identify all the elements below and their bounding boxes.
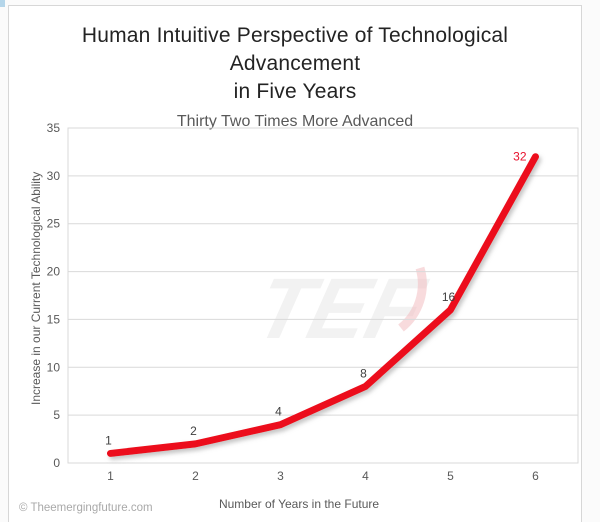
plot-area: TEF 0 5 10 15 20 25 30 35 1 2 3 4 5 6 1 2 4 8 16 32	[47, 121, 579, 483]
data-point-label: 2	[190, 424, 197, 438]
y-tick-label: 30	[47, 169, 61, 183]
y-tick-label: 0	[53, 456, 60, 470]
plot-border	[67, 127, 579, 464]
data-point-label: 32	[513, 150, 527, 164]
copyright-text: © Theemergingfuture.com	[19, 502, 153, 514]
y-tick-label: 10	[47, 360, 61, 374]
chart-title-line-2: in Five Years	[233, 80, 357, 103]
watermark-logo-arc-icon	[398, 266, 427, 332]
y-axis-title: Increase in our Current Technological Ab…	[29, 171, 43, 405]
page-corner-artifact	[0, 0, 5, 7]
y-tick-label: 25	[47, 217, 61, 231]
x-axis-title: Number of Years in the Future	[218, 497, 380, 511]
y-tick-label: 20	[47, 265, 61, 279]
y-tick-label: 15	[47, 312, 61, 326]
data-line	[107, 153, 539, 457]
x-tick-label: 1	[107, 469, 114, 483]
chart-card: Human Intuitive Perspective of Technolog…	[8, 5, 582, 522]
x-tick-label: 6	[532, 469, 539, 483]
x-tick-label: 5	[447, 469, 454, 483]
y-tick-label: 35	[47, 121, 61, 135]
data-point-label: 8	[360, 366, 367, 380]
data-point-label: 1	[105, 433, 112, 447]
x-tick-label: 3	[277, 469, 284, 483]
chart-title: Human Intuitive Perspective of Technolog…	[21, 22, 569, 106]
watermark-text: TEF	[247, 260, 436, 357]
data-point-label: 16	[442, 290, 456, 304]
chart-subtitle: Thirty Two Times More Advanced	[176, 113, 414, 130]
y-tick-label: 5	[53, 408, 60, 422]
data-point-label: 4	[275, 405, 282, 419]
x-tick-label: 2	[192, 469, 199, 483]
x-tick-label: 4	[362, 469, 369, 483]
chart-title-line-1: Human Intuitive Perspective of Technolog…	[81, 24, 509, 75]
